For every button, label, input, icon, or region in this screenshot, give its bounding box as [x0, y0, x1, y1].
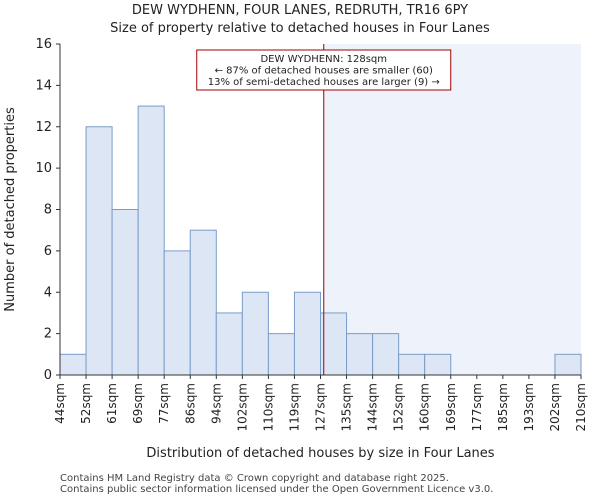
bar-102sqm	[241, 291, 269, 376]
y-tick-label-14: 14	[35, 78, 52, 93]
x-tick-label-144sqm: 144sqm	[366, 383, 380, 431]
x-tick-label-160sqm: 160sqm	[418, 383, 432, 431]
y-tick-label-0: 0	[44, 368, 52, 383]
y-tick-label-2: 2	[44, 327, 52, 342]
annotation-line-1: DEW WYDHENN: 128sqm	[260, 54, 387, 65]
bar-61sqm	[111, 209, 139, 376]
bar-135sqm	[346, 333, 374, 376]
annotation-box	[196, 49, 452, 91]
x-tick-label-52sqm: 52sqm	[79, 383, 93, 424]
x-tick-label-110sqm: 110sqm	[261, 383, 275, 431]
x-tick-label-127sqm: 127sqm	[314, 383, 328, 431]
x-tick-label-77sqm: 77sqm	[157, 383, 171, 424]
chart-title: DEW WYDHENN, FOUR LANES, REDRUTH, TR16 6…	[131, 3, 469, 18]
x-tick-label-135sqm: 135sqm	[340, 383, 354, 431]
x-tick-label-169sqm: 169sqm	[444, 383, 458, 431]
bar-119sqm	[293, 291, 322, 376]
bar-127sqm	[320, 312, 348, 376]
histogram-chart: 0 2 4 6 8 10 12 14 16 44sqm 52sqm 61sqm 69sqm 77sqm 86…	[3, 37, 588, 461]
bar-44sqm	[59, 353, 87, 376]
bar-144sqm	[372, 333, 400, 376]
x-tick-label-177sqm: 177sqm	[470, 383, 484, 431]
bar-152sqm	[398, 353, 426, 376]
x-tick-label-210sqm: 210sqm	[574, 383, 588, 431]
bar-52sqm	[85, 126, 113, 376]
x-tick-label-185sqm: 185sqm	[496, 383, 510, 431]
footer-copyright: Contains HM Land Registry data © Crown c…	[60, 473, 449, 484]
x-axis-title: Distribution of detached houses by size …	[146, 446, 494, 461]
bar-110sqm	[267, 333, 295, 376]
y-tick-label-8: 8	[44, 203, 52, 218]
y-axis-title: Number of detached properties	[3, 107, 18, 312]
y-tick-label-4: 4	[44, 285, 52, 300]
y-tick-label-12: 12	[35, 120, 52, 135]
x-tick-label-202sqm: 202sqm	[548, 383, 562, 431]
y-tick-label-10: 10	[35, 161, 52, 176]
bar-77sqm	[163, 250, 191, 376]
bar-202sqm	[554, 353, 582, 376]
y-tick-label-16: 16	[35, 37, 52, 52]
x-tick-label-102sqm: 102sqm	[235, 383, 249, 431]
bar-94sqm	[215, 312, 243, 376]
chart-subtitle: Size of property relative to detached ho…	[110, 21, 490, 36]
annotation-line-2: ← 87% of detached houses are smaller (60…	[215, 66, 433, 77]
x-tick-label-86sqm: 86sqm	[183, 383, 197, 424]
x-tick-label-44sqm: 44sqm	[53, 383, 67, 424]
highlight-region	[323, 44, 581, 375]
bar-69sqm	[137, 105, 165, 376]
footer-licence: Contains public sector information licen…	[60, 484, 494, 495]
bar-86sqm	[189, 229, 217, 376]
x-tick-label-69sqm: 69sqm	[131, 383, 145, 424]
annotation-line-3: 13% of semi-detached houses are larger (…	[208, 77, 440, 88]
x-tick-label-193sqm: 193sqm	[522, 383, 536, 431]
x-tick-label-152sqm: 152sqm	[392, 383, 406, 431]
x-tick-label-61sqm: 61sqm	[105, 383, 119, 424]
bar-160sqm	[424, 353, 452, 376]
x-tick-label-119sqm: 119sqm	[287, 383, 301, 431]
y-tick-label-6: 6	[44, 244, 52, 259]
x-tick-label-94sqm: 94sqm	[209, 383, 223, 424]
